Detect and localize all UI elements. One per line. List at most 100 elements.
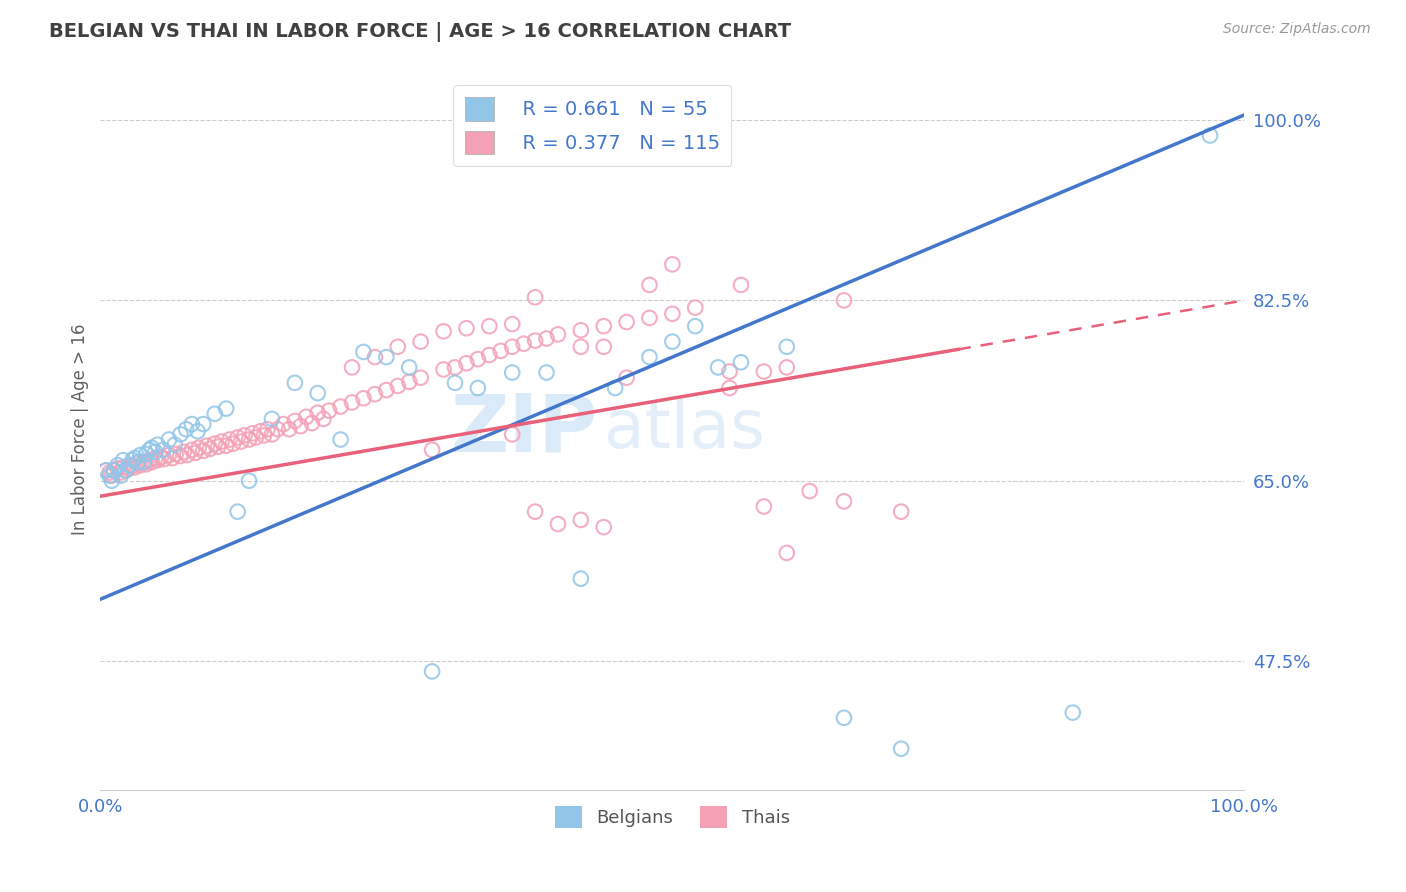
Text: atlas: atlas bbox=[603, 396, 765, 462]
Point bbox=[290, 419, 312, 434]
Point bbox=[1062, 706, 1084, 720]
Point bbox=[121, 453, 143, 467]
Point bbox=[592, 520, 614, 534]
Point bbox=[238, 474, 260, 488]
Point bbox=[256, 422, 278, 436]
Point bbox=[638, 277, 661, 292]
Point bbox=[616, 370, 638, 384]
Point bbox=[266, 422, 288, 436]
Point bbox=[683, 319, 706, 334]
Point bbox=[307, 386, 329, 401]
Point bbox=[152, 442, 174, 457]
Point bbox=[146, 453, 169, 467]
Point bbox=[238, 433, 260, 447]
Point bbox=[222, 436, 245, 450]
Point bbox=[569, 513, 592, 527]
Point bbox=[260, 427, 283, 442]
Point bbox=[638, 310, 661, 325]
Point bbox=[409, 334, 432, 349]
Point bbox=[616, 315, 638, 329]
Point bbox=[226, 505, 249, 519]
Point bbox=[375, 383, 398, 397]
Point bbox=[409, 370, 432, 384]
Point bbox=[107, 458, 129, 473]
Point bbox=[193, 443, 215, 458]
Point bbox=[832, 494, 855, 508]
Point bbox=[536, 332, 558, 346]
Point bbox=[398, 375, 420, 389]
Point bbox=[242, 426, 264, 441]
Point bbox=[661, 334, 683, 349]
Point bbox=[398, 360, 420, 375]
Point bbox=[301, 416, 323, 430]
Y-axis label: In Labor Force | Age > 16: In Labor Force | Age > 16 bbox=[72, 324, 89, 535]
Point bbox=[444, 360, 467, 375]
Point bbox=[141, 455, 163, 469]
Point bbox=[103, 463, 125, 477]
Legend: Belgians, Thais: Belgians, Thais bbox=[547, 798, 797, 835]
Point bbox=[307, 406, 329, 420]
Point bbox=[193, 417, 215, 431]
Point bbox=[890, 505, 912, 519]
Point bbox=[184, 446, 207, 460]
Point bbox=[512, 336, 534, 351]
Point bbox=[143, 451, 166, 466]
Point bbox=[661, 257, 683, 271]
Point bbox=[456, 356, 478, 370]
Point bbox=[420, 442, 443, 457]
Point bbox=[420, 665, 443, 679]
Point bbox=[318, 403, 340, 417]
Point bbox=[146, 438, 169, 452]
Point bbox=[169, 427, 191, 442]
Point bbox=[340, 360, 363, 375]
Point bbox=[832, 293, 855, 308]
Point bbox=[501, 317, 523, 331]
Point bbox=[890, 741, 912, 756]
Point bbox=[432, 362, 454, 376]
Point bbox=[707, 360, 730, 375]
Point bbox=[124, 451, 146, 466]
Point bbox=[207, 440, 229, 454]
Point bbox=[605, 381, 627, 395]
Point bbox=[176, 448, 198, 462]
Point bbox=[138, 453, 160, 467]
Point bbox=[157, 433, 180, 447]
Point bbox=[98, 468, 121, 483]
Point bbox=[489, 343, 512, 358]
Point bbox=[524, 505, 547, 519]
Point bbox=[153, 452, 176, 467]
Point bbox=[592, 319, 614, 334]
Point bbox=[127, 455, 149, 469]
Point bbox=[284, 414, 307, 428]
Point bbox=[94, 463, 117, 477]
Point bbox=[329, 433, 352, 447]
Point bbox=[112, 453, 135, 467]
Point bbox=[204, 407, 226, 421]
Point bbox=[114, 463, 136, 477]
Point bbox=[129, 458, 152, 473]
Point bbox=[112, 460, 135, 475]
Point bbox=[198, 442, 221, 456]
Point bbox=[132, 455, 155, 469]
Point bbox=[110, 466, 132, 480]
Point bbox=[163, 438, 186, 452]
Point bbox=[103, 463, 125, 477]
Point bbox=[124, 460, 146, 475]
Point bbox=[260, 412, 283, 426]
Point bbox=[569, 340, 592, 354]
Point bbox=[107, 461, 129, 475]
Point bbox=[135, 447, 157, 461]
Point bbox=[218, 433, 240, 447]
Point bbox=[776, 340, 799, 354]
Point bbox=[143, 445, 166, 459]
Point bbox=[195, 439, 218, 453]
Point bbox=[832, 711, 855, 725]
Point bbox=[273, 417, 295, 431]
Point bbox=[683, 301, 706, 315]
Point bbox=[180, 442, 202, 457]
Point bbox=[776, 546, 799, 560]
Point bbox=[215, 401, 238, 416]
Point bbox=[353, 345, 375, 359]
Point bbox=[101, 468, 124, 483]
Point bbox=[730, 277, 752, 292]
